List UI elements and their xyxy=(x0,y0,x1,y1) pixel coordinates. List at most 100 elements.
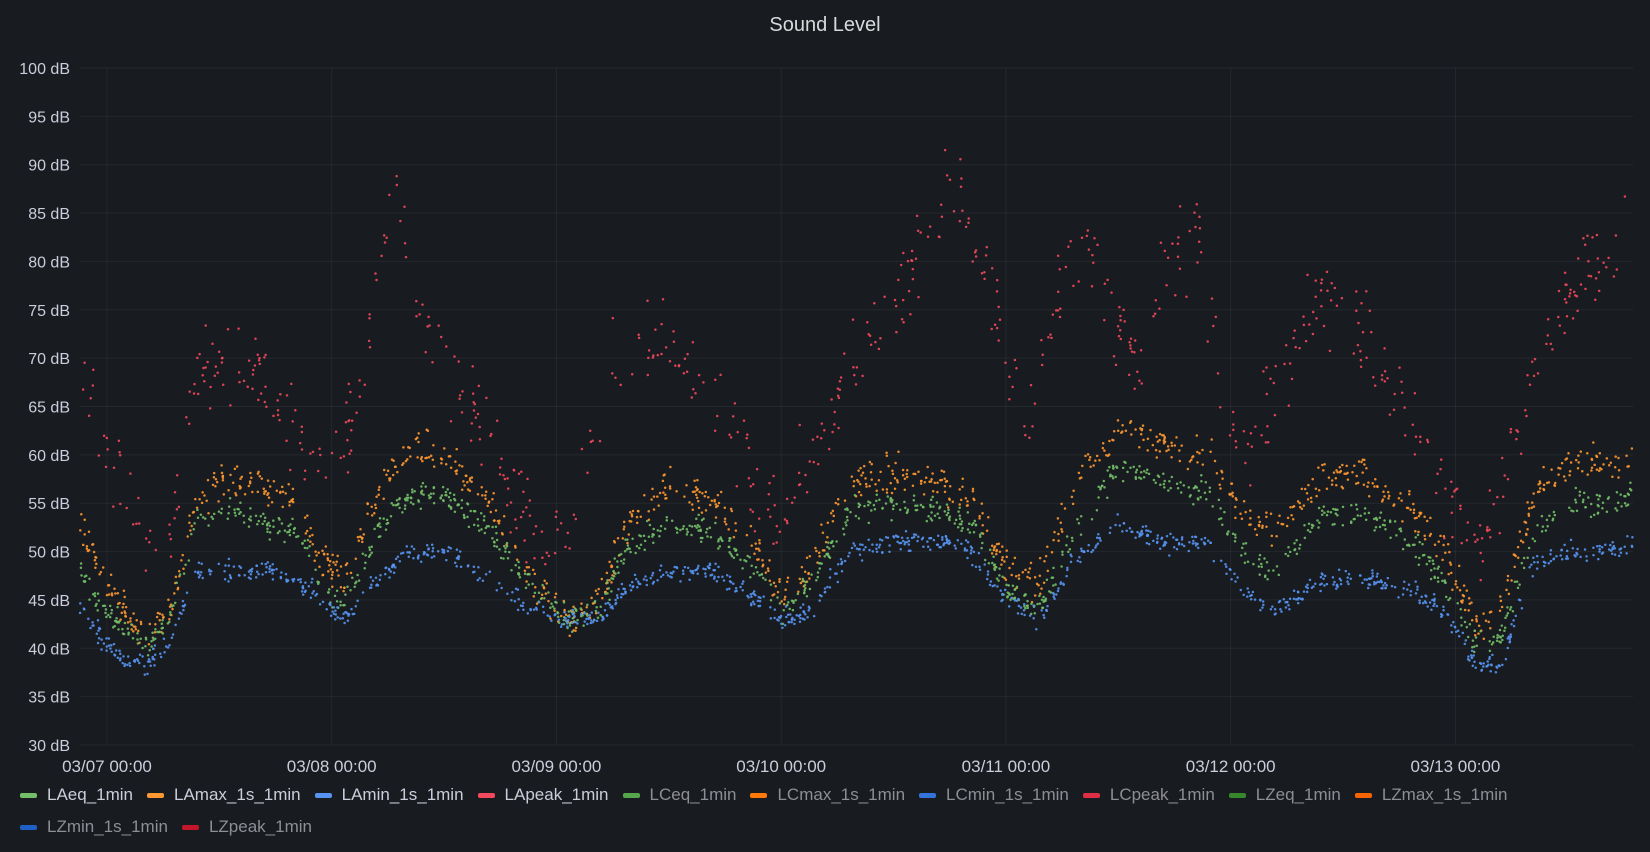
data-point xyxy=(622,562,625,565)
legend-item[interactable]: LCeq_1min xyxy=(622,784,736,806)
x-tick-label: 03/13 00:00 xyxy=(1411,757,1501,776)
data-point xyxy=(96,619,100,622)
data-point xyxy=(369,575,373,579)
legend-item[interactable]: LZpeak_1min xyxy=(181,816,312,838)
data-point xyxy=(229,575,232,579)
data-point xyxy=(1365,290,1368,293)
data-point xyxy=(1386,377,1389,380)
data-point xyxy=(220,464,223,467)
data-point xyxy=(130,623,133,626)
data-point xyxy=(327,591,330,594)
data-point xyxy=(1623,545,1626,549)
data-point xyxy=(991,561,994,565)
data-point xyxy=(1520,606,1524,610)
data-point xyxy=(1473,629,1476,633)
data-point xyxy=(1283,362,1286,366)
data-point xyxy=(774,585,777,588)
legend-item[interactable]: LZeq_1min xyxy=(1228,784,1341,806)
data-point xyxy=(832,514,836,518)
data-point xyxy=(1070,495,1074,499)
data-point xyxy=(1565,457,1569,460)
data-point xyxy=(1495,665,1498,669)
data-point xyxy=(1509,430,1512,434)
data-point xyxy=(1522,556,1526,560)
legend-item[interactable]: LCmax_1s_1min xyxy=(750,784,905,806)
data-point xyxy=(601,596,604,600)
data-point xyxy=(101,566,105,569)
data-point xyxy=(1220,471,1224,474)
data-point xyxy=(485,396,488,400)
data-point xyxy=(1629,489,1633,492)
data-point xyxy=(1329,299,1333,302)
data-point xyxy=(600,577,604,581)
data-point xyxy=(432,465,436,468)
data-point xyxy=(778,602,782,605)
data-point xyxy=(857,502,860,505)
data-point xyxy=(646,299,649,302)
data-point xyxy=(702,567,705,571)
data-point xyxy=(631,585,634,589)
data-point xyxy=(1234,505,1237,509)
data-point xyxy=(1473,533,1476,537)
data-point xyxy=(793,622,796,626)
data-point xyxy=(1175,538,1179,542)
data-point xyxy=(880,539,884,542)
data-point xyxy=(996,585,999,588)
data-point xyxy=(1401,593,1405,596)
data-point xyxy=(831,520,835,523)
legend-item[interactable]: LApeak_1min xyxy=(477,784,609,806)
data-point xyxy=(549,606,552,610)
data-point xyxy=(1386,576,1390,580)
legend-item[interactable]: LCpeak_1min xyxy=(1082,784,1215,806)
data-point xyxy=(958,219,962,223)
data-point xyxy=(180,559,183,562)
data-point xyxy=(363,383,367,387)
legend-item[interactable]: LAeq_1min xyxy=(20,784,133,806)
data-point xyxy=(174,575,178,579)
data-point xyxy=(1011,592,1014,596)
data-point xyxy=(1618,548,1621,551)
legend-item[interactable]: LZmax_1s_1min xyxy=(1354,784,1508,806)
data-point xyxy=(104,608,108,611)
data-point xyxy=(1439,612,1443,616)
data-point xyxy=(129,472,132,475)
data-point xyxy=(802,610,806,614)
data-point xyxy=(214,478,218,481)
legend-item[interactable]: LZmin_1s_1min xyxy=(20,816,168,838)
data-point xyxy=(1593,463,1596,467)
data-point xyxy=(1278,514,1281,518)
data-point xyxy=(883,295,886,299)
legend-item[interactable]: LAmax_1s_1min xyxy=(147,784,301,806)
data-point xyxy=(1490,643,1494,646)
data-point xyxy=(830,541,833,544)
data-point xyxy=(922,493,926,496)
data-point xyxy=(1246,587,1249,590)
data-point xyxy=(1140,529,1143,533)
data-point xyxy=(794,599,797,602)
data-point xyxy=(906,510,909,514)
data-point xyxy=(96,592,100,595)
data-point xyxy=(534,525,538,528)
data-point xyxy=(117,439,121,443)
data-point xyxy=(168,532,171,536)
data-point xyxy=(1491,653,1494,657)
data-point xyxy=(720,538,723,541)
data-point xyxy=(532,595,536,598)
data-point xyxy=(1180,536,1184,539)
data-point xyxy=(586,603,589,607)
data-point xyxy=(299,577,302,581)
data-point xyxy=(1116,429,1120,433)
data-point xyxy=(797,483,801,487)
data-point xyxy=(280,571,283,574)
data-point xyxy=(177,617,181,620)
legend-item[interactable]: LCmin_1s_1min xyxy=(919,784,1069,806)
data-point xyxy=(544,562,547,566)
data-point xyxy=(354,557,358,561)
data-point xyxy=(1017,597,1020,601)
data-point xyxy=(717,540,720,543)
data-point xyxy=(1221,477,1224,480)
data-point xyxy=(1581,469,1584,473)
data-point xyxy=(986,573,990,576)
legend-item[interactable]: LAmin_1s_1min xyxy=(314,784,464,806)
